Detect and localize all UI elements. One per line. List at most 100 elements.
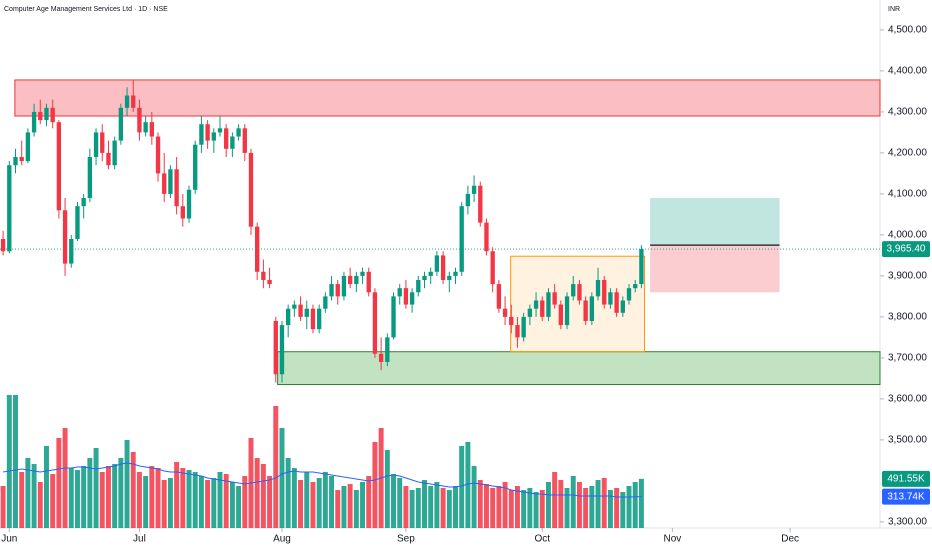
volume-bar xyxy=(143,476,149,528)
volume-bar xyxy=(496,486,502,528)
volume-bar xyxy=(372,442,378,528)
candle-body xyxy=(571,284,576,297)
candle-body xyxy=(217,128,223,133)
volume-bar xyxy=(446,490,452,528)
volume-bar xyxy=(347,484,353,528)
y-tick-label: 4,500.00 xyxy=(888,25,927,36)
candle-body xyxy=(434,255,440,272)
volume-bar xyxy=(409,490,415,528)
candle-body xyxy=(267,279,272,285)
volume-bar xyxy=(285,458,291,528)
candle-body xyxy=(298,304,303,317)
volume-bar xyxy=(533,492,539,528)
candle-body xyxy=(174,169,179,207)
candle-body xyxy=(236,128,241,137)
volume-bar xyxy=(440,488,446,528)
volume-bar xyxy=(583,488,589,528)
volume-bar xyxy=(341,486,347,528)
candle-body xyxy=(453,271,458,276)
candle-body xyxy=(162,173,167,194)
y-tick-label: 3,900.00 xyxy=(888,271,927,282)
candle-body xyxy=(75,206,80,239)
volume-bar xyxy=(521,490,527,528)
volume-bar xyxy=(217,472,223,528)
candle-body xyxy=(577,284,582,301)
volume-bar xyxy=(223,474,229,528)
candle-body xyxy=(626,288,632,301)
volume-bar xyxy=(229,482,235,528)
candle-body xyxy=(112,140,117,166)
candle-body xyxy=(639,249,644,285)
candle-body xyxy=(25,132,31,162)
x-tick-label: Aug xyxy=(273,534,291,545)
volume-bar xyxy=(304,472,310,528)
volume-bar xyxy=(310,482,316,528)
volume-bar xyxy=(136,472,142,528)
candle-body xyxy=(533,300,539,309)
volume-bar xyxy=(149,466,155,528)
candle-body xyxy=(124,95,130,108)
candle-body xyxy=(273,320,278,375)
axes: 4,500.00 4,400.00 4,300.00 4,200.00 4,100.00… xyxy=(1,25,930,545)
x-tick-label: Jul xyxy=(133,534,146,545)
candle-body xyxy=(341,275,347,297)
volume-bar xyxy=(68,468,74,528)
candle-body xyxy=(465,193,471,207)
candle-body xyxy=(459,206,464,272)
candle-body xyxy=(224,128,229,149)
volume-bar xyxy=(502,482,508,528)
volume-bar xyxy=(366,476,372,528)
candle-body xyxy=(286,308,291,326)
volume-bar xyxy=(62,428,68,528)
x-tick-label: Jun xyxy=(1,534,17,545)
candle-body xyxy=(608,292,613,305)
volume-bar xyxy=(527,488,533,528)
volume-bar xyxy=(415,488,421,528)
volume-bar xyxy=(545,482,551,528)
volume-bar xyxy=(552,472,558,528)
volume-bar xyxy=(614,488,620,528)
candle-body xyxy=(564,296,570,326)
volume-bar xyxy=(6,395,12,528)
candle-body xyxy=(527,308,533,317)
candle-body xyxy=(316,308,322,330)
candle-body xyxy=(50,107,55,123)
volume-bar xyxy=(56,438,62,528)
candle-body xyxy=(471,185,477,194)
volume-bar xyxy=(25,458,31,528)
volume-pane xyxy=(0,395,644,528)
candle-body xyxy=(62,210,68,264)
position-stop xyxy=(650,245,780,293)
volume-bar xyxy=(564,488,570,528)
candle-body xyxy=(155,136,161,174)
volume-bar xyxy=(490,488,496,528)
volume-bar xyxy=(105,466,111,528)
candle-body xyxy=(255,226,260,272)
candle-body xyxy=(546,292,551,317)
last-price-label: 3,965.40 xyxy=(887,244,926,255)
volume-bar xyxy=(384,450,390,528)
currency: INR xyxy=(888,6,900,13)
volume-bar xyxy=(514,486,520,528)
candle-body xyxy=(409,292,415,305)
volume-label: 491.55K xyxy=(887,473,925,484)
volume-bar xyxy=(428,486,434,528)
volume-bar xyxy=(465,442,471,528)
volume-bar xyxy=(508,490,514,528)
volume-bar xyxy=(601,478,607,528)
candle-body xyxy=(106,152,111,166)
candle-body xyxy=(56,122,62,211)
volume-bar xyxy=(638,478,644,528)
candle-body xyxy=(199,124,204,145)
candle-body xyxy=(242,128,247,153)
volume-bar xyxy=(391,474,396,528)
candle-body xyxy=(279,325,285,375)
candle-body xyxy=(131,95,136,108)
candle-body xyxy=(87,157,93,198)
volume-bar xyxy=(242,476,248,528)
volume-ma-label: 313.74K xyxy=(887,491,925,502)
candle-body xyxy=(44,107,49,121)
volume-bar xyxy=(13,395,18,528)
candle-body xyxy=(558,304,564,326)
candle-body xyxy=(422,275,427,280)
